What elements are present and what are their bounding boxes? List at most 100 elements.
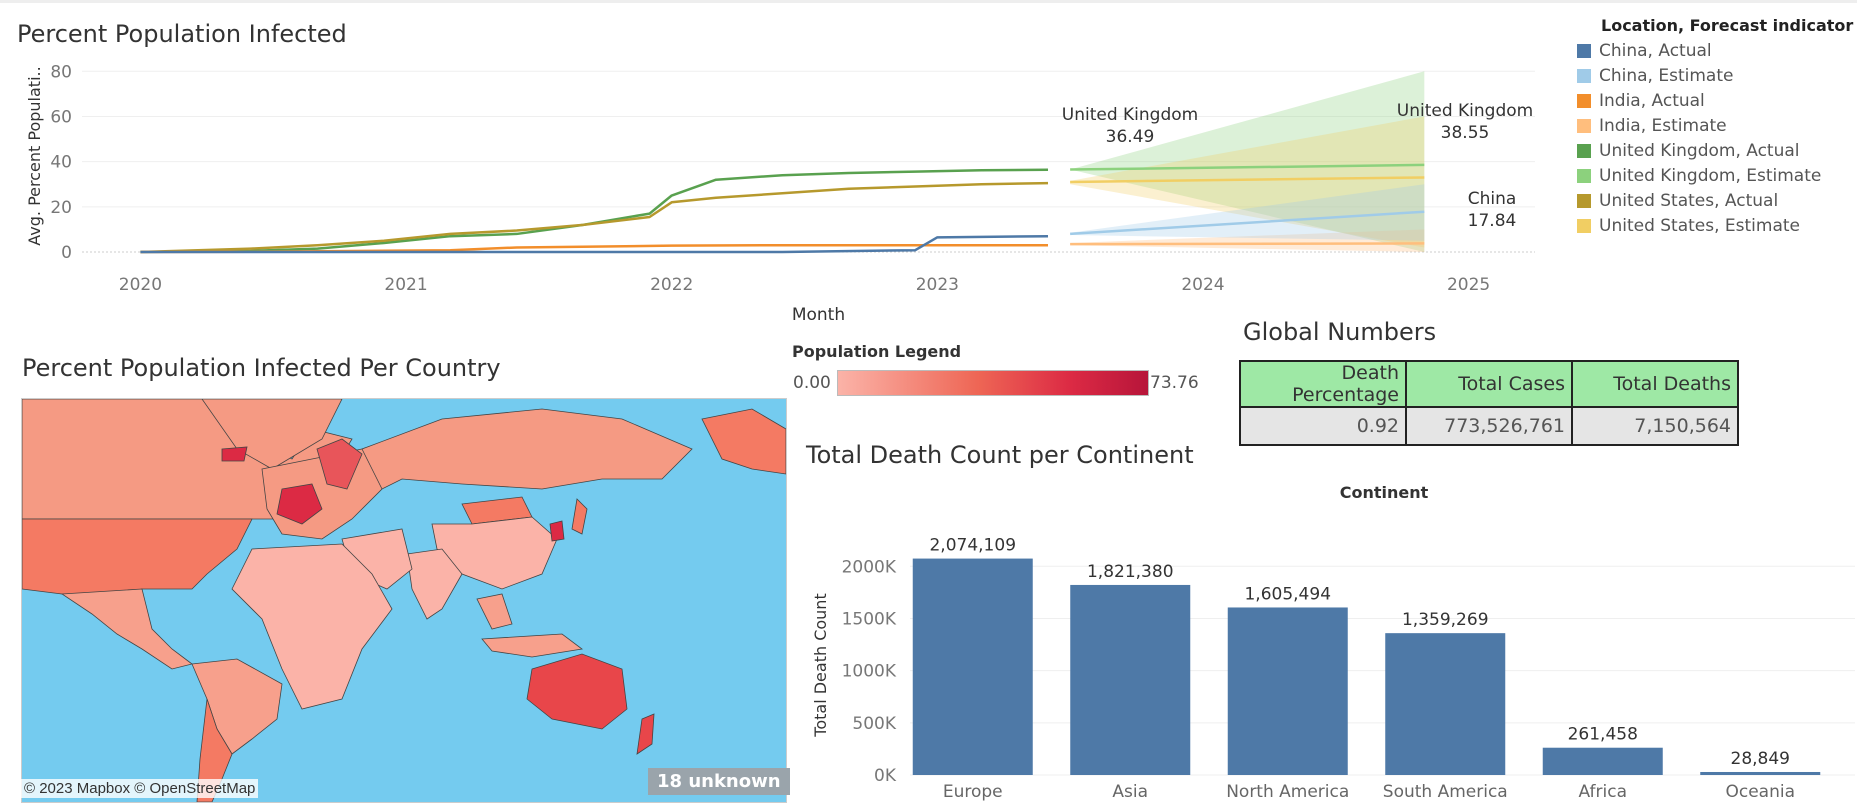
line-chart: 0 20 40 60 80 2020 2021 2022 2023 2024 2025 Month Av… xyxy=(25,62,1535,325)
bar-y-tick-label: 0K xyxy=(874,766,897,786)
legend-swatch xyxy=(1577,93,1591,108)
bar-category-label: Africa xyxy=(1579,782,1628,802)
line-chart-title: Percent Population Infected xyxy=(17,20,347,48)
country-usa xyxy=(22,518,253,600)
bar-y-tick-label: 1500K xyxy=(842,609,897,629)
bar-value-label: 261,458 xyxy=(1568,725,1638,745)
legend-item[interactable]: United Kingdom, Estimate xyxy=(1577,163,1821,188)
annotation-value: 36.49 xyxy=(1106,127,1155,147)
legend-item[interactable]: China, Estimate xyxy=(1577,63,1821,88)
country-australia xyxy=(526,653,628,730)
country-korea xyxy=(549,520,565,542)
value-death-percentage: 0.92 xyxy=(1239,406,1407,446)
country-iceland xyxy=(221,446,248,462)
population-legend-max: 73.76 xyxy=(1150,373,1199,393)
country-indonesia xyxy=(481,633,583,658)
value-total-cases: 773,526,761 xyxy=(1405,406,1573,446)
bar-category-label: Oceania xyxy=(1725,782,1795,802)
legend-label: United Kingdom, Estimate xyxy=(1599,165,1822,186)
header-total-cases: Total Cases xyxy=(1405,360,1573,408)
legend-label: India, Actual xyxy=(1599,90,1705,111)
legend-swatch xyxy=(1577,118,1591,133)
country-russia xyxy=(361,408,693,490)
bar-y-axis-label: Total Death Count xyxy=(811,593,830,737)
world-map xyxy=(22,399,786,802)
bar-category-label: South America xyxy=(1383,782,1508,802)
legend-swatch xyxy=(1577,143,1591,158)
y-axis-label: Avg. Percent Populati.. xyxy=(25,66,44,245)
unknown-badge[interactable]: 18 unknown xyxy=(648,768,790,795)
global-numbers-value-row: 0.92 773,526,761 7,150,564 xyxy=(1239,406,1739,446)
series-line xyxy=(140,168,1049,254)
map-credit[interactable]: © 2023 Mapbox © OpenStreetMap xyxy=(21,779,259,798)
annotation-value: 17.84 xyxy=(1468,211,1517,231)
legend-item[interactable]: United Kingdom, Actual xyxy=(1577,138,1821,163)
forecast-band xyxy=(1070,184,1425,241)
x-tick-label: 2021 xyxy=(384,275,427,295)
series-line xyxy=(1070,176,1425,184)
legend-label: China, Estimate xyxy=(1599,65,1734,86)
legend-title: Location, Forecast indicator xyxy=(1601,16,1854,35)
legend-swatch xyxy=(1577,218,1591,233)
series-line xyxy=(1070,242,1425,246)
forecast-bands xyxy=(1070,71,1425,252)
legend-swatch xyxy=(1577,68,1591,83)
series-line xyxy=(140,181,1049,254)
country-japan xyxy=(571,498,588,535)
legend-item[interactable]: India, Estimate xyxy=(1577,113,1821,138)
legend-swatch xyxy=(1577,43,1591,58)
series-line xyxy=(140,234,1049,254)
bar-category-label: Europe xyxy=(943,782,1003,802)
legend-label: United States, Estimate xyxy=(1599,215,1801,236)
legend-item[interactable]: India, Actual xyxy=(1577,88,1821,113)
country-scandinavia xyxy=(316,438,363,490)
bar-value-label: 2,074,109 xyxy=(929,536,1016,556)
country-alaska xyxy=(701,408,786,475)
legend-item[interactable]: China, Actual xyxy=(1577,38,1821,63)
region-africa xyxy=(231,543,393,710)
y-tick-label: 60 xyxy=(50,107,72,127)
country-greenland xyxy=(201,399,343,470)
x-axis-label: Month xyxy=(792,305,845,325)
bar-category-label: Asia xyxy=(1112,782,1148,802)
bar-category-label: North America xyxy=(1226,782,1349,802)
bar-value-label: 1,359,269 xyxy=(1402,610,1489,630)
x-tick-label: 2025 xyxy=(1447,275,1490,295)
bar-y-tick-label: 1000K xyxy=(842,662,897,682)
header-death-percentage: Death Percentage xyxy=(1239,360,1407,408)
bar-chart: Continent Total Death Count 0K 500K 1000K 150… xyxy=(811,483,1855,802)
legend-label: United States, Actual xyxy=(1599,190,1779,211)
y-tick-label: 40 xyxy=(50,153,72,173)
bar xyxy=(1700,771,1821,775)
legend-swatch xyxy=(1577,168,1591,183)
legend: China, Actual China, Estimate India, Actua… xyxy=(1577,38,1821,238)
bar xyxy=(1542,747,1663,775)
country-india xyxy=(406,548,463,620)
bar-value-label: 28,849 xyxy=(1731,749,1790,769)
region-southeast-asia xyxy=(476,593,513,630)
x-tick-label: 2022 xyxy=(650,275,693,295)
population-legend-title: Population Legend xyxy=(792,342,962,361)
x-tick-label: 2020 xyxy=(119,275,162,295)
country-germany xyxy=(276,483,323,525)
bar xyxy=(1227,607,1348,775)
value-total-deaths: 7,150,564 xyxy=(1571,406,1739,446)
legend-item[interactable]: United States, Actual xyxy=(1577,188,1821,213)
legend-swatch xyxy=(1577,193,1591,208)
global-numbers-table: Death Percentage Total Cases Total Death… xyxy=(1239,360,1739,446)
line-series-group xyxy=(140,163,1425,254)
series-line xyxy=(1070,210,1425,236)
annotation-label: United Kingdom xyxy=(1062,105,1198,125)
legend-item[interactable]: United States, Estimate xyxy=(1577,213,1821,238)
map-title: Percent Population Infected Per Country xyxy=(22,354,501,382)
bar xyxy=(1070,584,1191,775)
line-chart-grid xyxy=(82,70,1535,253)
bar xyxy=(1385,633,1506,775)
country-new-zealand xyxy=(636,713,655,755)
series-line xyxy=(1070,163,1425,171)
choropleth-map[interactable] xyxy=(21,398,787,803)
legend-label: India, Estimate xyxy=(1599,115,1727,136)
bar-chart-header: Continent xyxy=(1340,483,1429,502)
legend-label: China, Actual xyxy=(1599,40,1712,61)
